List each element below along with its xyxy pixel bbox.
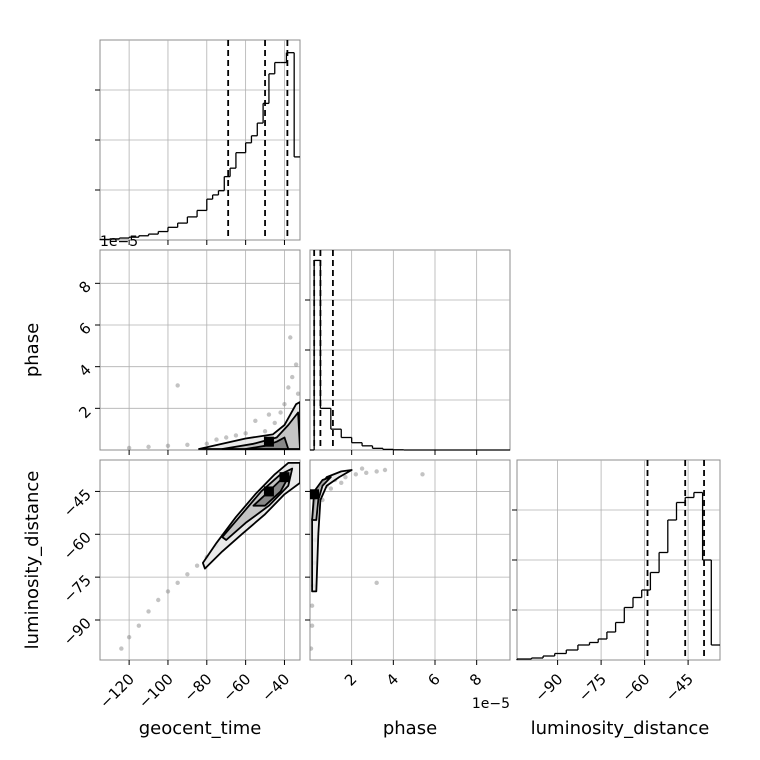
scatter-phase-vs-geocent-time-point-17 — [288, 335, 293, 340]
scatter-luminosity-distance-vs-phase-frame — [309, 459, 511, 661]
scatter-phase-vs-geocent-time-ytick-label-2: 6 — [75, 319, 94, 338]
scatter-luminosity-distance-vs-geocent-time-ytick-label-1: −75 — [60, 571, 95, 606]
panel-hist-luminosity-distance: −90 −75 −60 −45 — [512, 459, 721, 705]
scatter-phase-vs-geocent-time-point-9 — [243, 431, 248, 436]
scatter-phase-vs-geocent-time-point-4 — [185, 442, 190, 447]
scatter-luminosity-distance-vs-phase-density-peak-0 — [310, 489, 320, 500]
scatter-phase-vs-geocent-time-point-11 — [262, 429, 268, 434]
x-axis-label-luminosity-distance: luminosity_distance — [531, 718, 710, 739]
scatter-luminosity-distance-vs-geocent-time-point-2 — [136, 623, 142, 628]
scatter-phase-vs-geocent-time-point-13 — [272, 420, 277, 426]
scatter-luminosity-distance-vs-phase-xtick-label-1: 4 — [383, 670, 402, 689]
scatter-phase-vs-geocent-time-point-7 — [224, 435, 229, 440]
scatter-luminosity-distance-vs-phase-xtick-label-3: 8 — [466, 670, 485, 689]
scatter-phase-vs-geocent-time-point-3 — [175, 383, 180, 388]
hist-luminosity-distance-xtick-label-2: −60 — [618, 670, 653, 705]
scatter-luminosity-distance-vs-phase-point-11 — [343, 474, 348, 480]
scatter-phase-vs-geocent-time-point-5 — [204, 441, 209, 446]
scatter-phase-vs-geocent-time-point-8 — [233, 433, 239, 438]
scatter-luminosity-distance-vs-geocent-time-ytick-label-2: −60 — [60, 528, 95, 563]
scatter-luminosity-distance-vs-phase-point-17 — [374, 580, 379, 586]
scatter-luminosity-distance-vs-phase-xtick-label-2: 6 — [424, 670, 443, 689]
scatter-phase-vs-geocent-time-point-10 — [253, 418, 258, 424]
scatter-luminosity-distance-vs-geocent-time-xtick-label-0: −120 — [96, 670, 138, 712]
y-axis-label-luminosity-distance: luminosity_distance — [22, 471, 43, 650]
scatter-luminosity-distance-vs-phase-point-23 — [359, 466, 365, 471]
scatter-luminosity-distance-vs-geocent-time-xtick-label-4: −40 — [258, 670, 293, 705]
x-axis-label-phase: phase — [383, 718, 437, 739]
scatter-luminosity-distance-vs-geocent-time-density-peak-0 — [279, 472, 290, 483]
scatter-phase-vs-geocent-time-point-2 — [165, 443, 171, 449]
scatter-luminosity-distance-vs-geocent-time-point-0 — [119, 646, 124, 651]
panel-scatter-phase-vs-geocent-time: 2 4 6 8 — [75, 249, 301, 455]
hist-luminosity-distance-xtick-label-1: −75 — [575, 670, 610, 705]
y-axis-label-phase: phase — [22, 323, 43, 377]
scatter-luminosity-distance-vs-geocent-time-point-7 — [185, 572, 190, 577]
scatter-luminosity-distance-vs-geocent-time-point-6 — [175, 580, 180, 586]
scatter-luminosity-distance-vs-phase-point-15 — [382, 467, 388, 473]
exponent-label-phase-y: 1e−5 — [100, 234, 138, 250]
panel-scatter-luminosity-distance-vs-phase: 2 4 6 8 — [305, 459, 511, 690]
scatter-luminosity-distance-vs-geocent-time-ytick-label-3: −45 — [60, 486, 95, 521]
panel-hist-phase — [305, 249, 511, 455]
scatter-luminosity-distance-vs-geocent-time-xtick-label-2: −80 — [181, 670, 216, 705]
scatter-phase-vs-geocent-time-contour-2 — [244, 436, 290, 450]
scatter-luminosity-distance-vs-phase-point-12 — [353, 472, 359, 477]
scatter-luminosity-distance-vs-geocent-time-point-4 — [156, 597, 161, 603]
scatter-luminosity-distance-vs-phase-point-16 — [420, 472, 425, 477]
scatter-luminosity-distance-vs-geocent-time-plot-area — [119, 462, 300, 651]
scatter-phase-vs-geocent-time-frame — [99, 249, 301, 451]
scatter-luminosity-distance-vs-geocent-time-point-3 — [146, 609, 151, 614]
scatter-phase-vs-geocent-time-ytick-label-3: 8 — [75, 277, 94, 296]
scatter-phase-vs-geocent-time-point-6 — [214, 437, 219, 442]
scatter-phase-vs-geocent-time-point-14 — [278, 410, 283, 415]
scatter-luminosity-distance-vs-geocent-time-density-peak-1 — [263, 486, 274, 497]
scatter-phase-vs-geocent-time-point-16 — [286, 385, 291, 390]
scatter-luminosity-distance-vs-phase-point-1 — [310, 623, 315, 628]
x-axis-label-geocent-time: geocent_time — [139, 718, 262, 739]
exponent-label-phase-x: 1e−5 — [472, 696, 510, 712]
scatter-phase-vs-geocent-time-point-15 — [282, 401, 287, 407]
scatter-luminosity-distance-vs-phase-plot-area — [310, 466, 425, 651]
scatter-luminosity-distance-vs-geocent-time-point-8 — [194, 563, 200, 568]
scatter-phase-vs-geocent-time-point-12 — [266, 412, 272, 417]
hist-luminosity-distance-xtick-label-3: −45 — [662, 670, 697, 705]
scatter-luminosity-distance-vs-phase-point-13 — [364, 470, 369, 476]
scatter-phase-vs-geocent-time-density-peak-0 — [263, 436, 274, 447]
scatter-luminosity-distance-vs-phase-point-19 — [328, 486, 334, 491]
scatter-phase-vs-geocent-time-point-19 — [293, 362, 299, 367]
scatter-phase-vs-geocent-time-point-1 — [146, 444, 151, 450]
scatter-luminosity-distance-vs-geocent-time-ytick-label-0: −90 — [60, 614, 95, 649]
scatter-luminosity-distance-vs-geocent-time-point-5 — [165, 589, 171, 594]
scatter-luminosity-distance-vs-phase-point-22 — [339, 480, 344, 486]
scatter-luminosity-distance-vs-geocent-time-xtick-label-3: −60 — [219, 670, 254, 705]
hist-luminosity-distance-xtick-label-0: −90 — [531, 670, 566, 705]
scatter-phase-vs-geocent-time-point-18 — [290, 374, 295, 380]
scatter-phase-vs-geocent-time-point-0 — [126, 445, 132, 450]
scatter-luminosity-distance-vs-geocent-time-xtick-label-1: −100 — [135, 670, 177, 712]
scatter-luminosity-distance-vs-phase-point-14 — [374, 469, 379, 474]
scatter-luminosity-distance-vs-geocent-time-point-1 — [126, 634, 132, 640]
scatter-luminosity-distance-vs-phase-point-0 — [310, 646, 314, 651]
scatter-phase-vs-geocent-time-point-20 — [295, 391, 300, 396]
scatter-phase-vs-geocent-time-ytick-label-1: 4 — [75, 361, 94, 380]
scatter-phase-vs-geocent-time-plot-area — [126, 335, 300, 450]
panel-hist-geocent-time — [95, 39, 301, 245]
scatter-phase-vs-geocent-time-ytick-label-0: 2 — [75, 402, 94, 421]
scatter-luminosity-distance-vs-phase-xtick-label-0: 2 — [341, 670, 360, 689]
panel-scatter-luminosity-distance-vs-geocent-time: −120−100 −80 −60 −40−90−75−60−45 — [60, 459, 301, 712]
scatter-luminosity-distance-vs-phase-point-2 — [310, 603, 315, 608]
scatter-luminosity-distance-vs-geocent-time-frame — [99, 459, 301, 661]
